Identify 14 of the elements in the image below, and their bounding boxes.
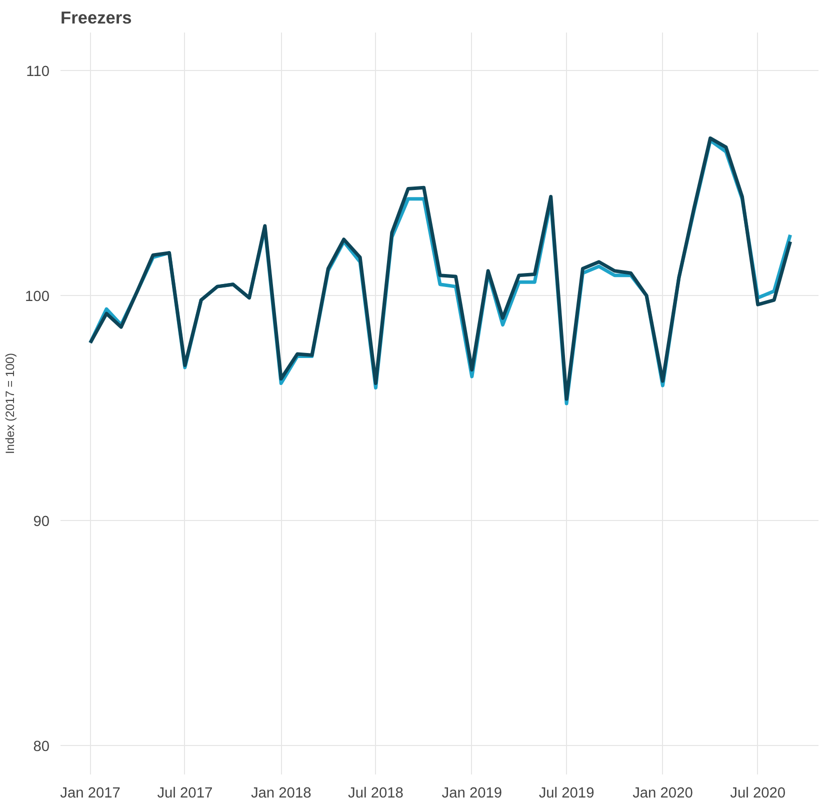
x-tick-label: Jul 2020 [730,786,786,802]
x-tick-label: Jul 2018 [348,786,404,802]
y-axis-title: Index (2017 = 100) [3,352,18,454]
y-tick-label: 110 [26,64,50,80]
x-tick-label: Jan 2018 [250,786,312,802]
y-tick-label: 80 [33,738,50,755]
x-tick-label: Jul 2019 [538,786,594,802]
x-tick-label: Jan 2020 [632,786,693,802]
x-tick-label: Jan 2019 [442,786,502,802]
x-tick-label: Jan 2017 [60,786,120,802]
chart-title: Freezers [60,8,132,28]
y-tick-label: 90 [33,514,50,530]
y-tick-label: 100 [25,289,50,306]
x-tick-label: Jul 2017 [157,786,213,802]
